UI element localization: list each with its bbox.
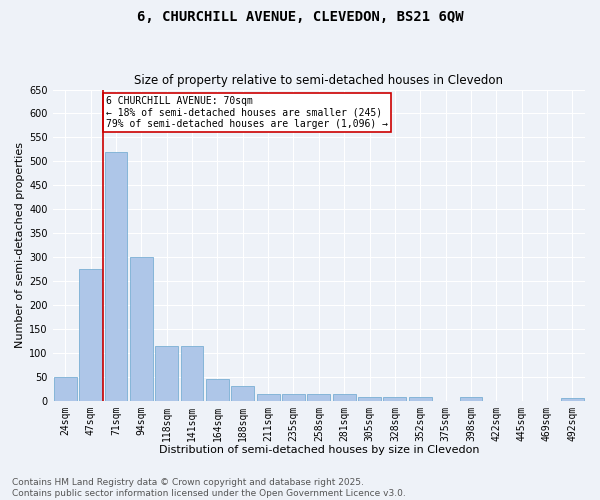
Bar [282,394,305,400]
Y-axis label: Number of semi-detached properties: Number of semi-detached properties [15,142,25,348]
Bar [54,377,77,400]
Bar [409,397,431,400]
Bar [104,152,127,400]
Text: 6, CHURCHILL AVENUE, CLEVEDON, BS21 6QW: 6, CHURCHILL AVENUE, CLEVEDON, BS21 6QW [137,10,463,24]
Text: 6 CHURCHILL AVENUE: 70sqm
← 18% of semi-detached houses are smaller (245)
79% of: 6 CHURCHILL AVENUE: 70sqm ← 18% of semi-… [106,96,388,129]
Bar [561,398,584,400]
Bar [79,269,102,400]
Bar [130,257,153,400]
Bar [333,394,356,400]
Bar [358,397,381,400]
X-axis label: Distribution of semi-detached houses by size in Clevedon: Distribution of semi-detached houses by … [158,445,479,455]
Bar [383,397,406,400]
Bar [206,379,229,400]
Bar [181,346,203,401]
Bar [155,346,178,401]
Text: Contains HM Land Registry data © Crown copyright and database right 2025.
Contai: Contains HM Land Registry data © Crown c… [12,478,406,498]
Bar [257,394,280,400]
Bar [460,397,482,400]
Bar [232,386,254,400]
Title: Size of property relative to semi-detached houses in Clevedon: Size of property relative to semi-detach… [134,74,503,87]
Bar [307,394,330,400]
